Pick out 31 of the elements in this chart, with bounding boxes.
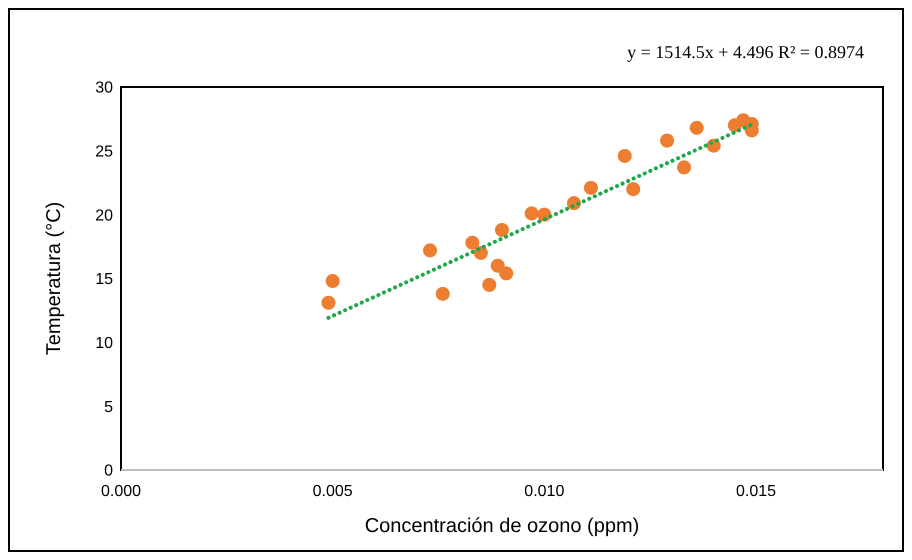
point	[584, 180, 598, 195]
x-axis-title: Concentración de ozono (ppm)	[364, 515, 640, 537]
x-tick-label: 0.000	[100, 483, 142, 500]
point	[524, 206, 539, 220]
x-tick-label: 0.015	[736, 483, 776, 500]
point	[490, 258, 505, 273]
point	[495, 222, 509, 237]
point	[436, 286, 450, 301]
point	[618, 148, 632, 163]
point	[482, 278, 496, 292]
point	[690, 120, 704, 135]
y-tick-label: 25	[95, 143, 114, 160]
x-tick-label: 0.010	[524, 483, 564, 500]
point	[660, 134, 674, 148]
x-tick-label: 0.005	[312, 483, 353, 500]
y-tick-label: 20	[95, 207, 114, 224]
point	[321, 296, 336, 310]
y-tick-label: 30	[95, 80, 114, 97]
y-tick-label: 10	[95, 334, 114, 352]
y-tick-label: 0	[104, 462, 114, 480]
point	[626, 182, 640, 196]
y-tick-label: 15	[95, 271, 114, 288]
point	[423, 243, 438, 258]
y-tick-label: 5	[104, 398, 114, 416]
point	[677, 160, 692, 174]
text: y = 1514.5x + 4.496 R² = 0.8974	[627, 42, 864, 62]
point	[499, 266, 514, 280]
point	[465, 236, 480, 250]
point	[728, 118, 742, 132]
y-axis-title: Temperatura (°C)	[43, 202, 65, 356]
point	[326, 274, 340, 288]
